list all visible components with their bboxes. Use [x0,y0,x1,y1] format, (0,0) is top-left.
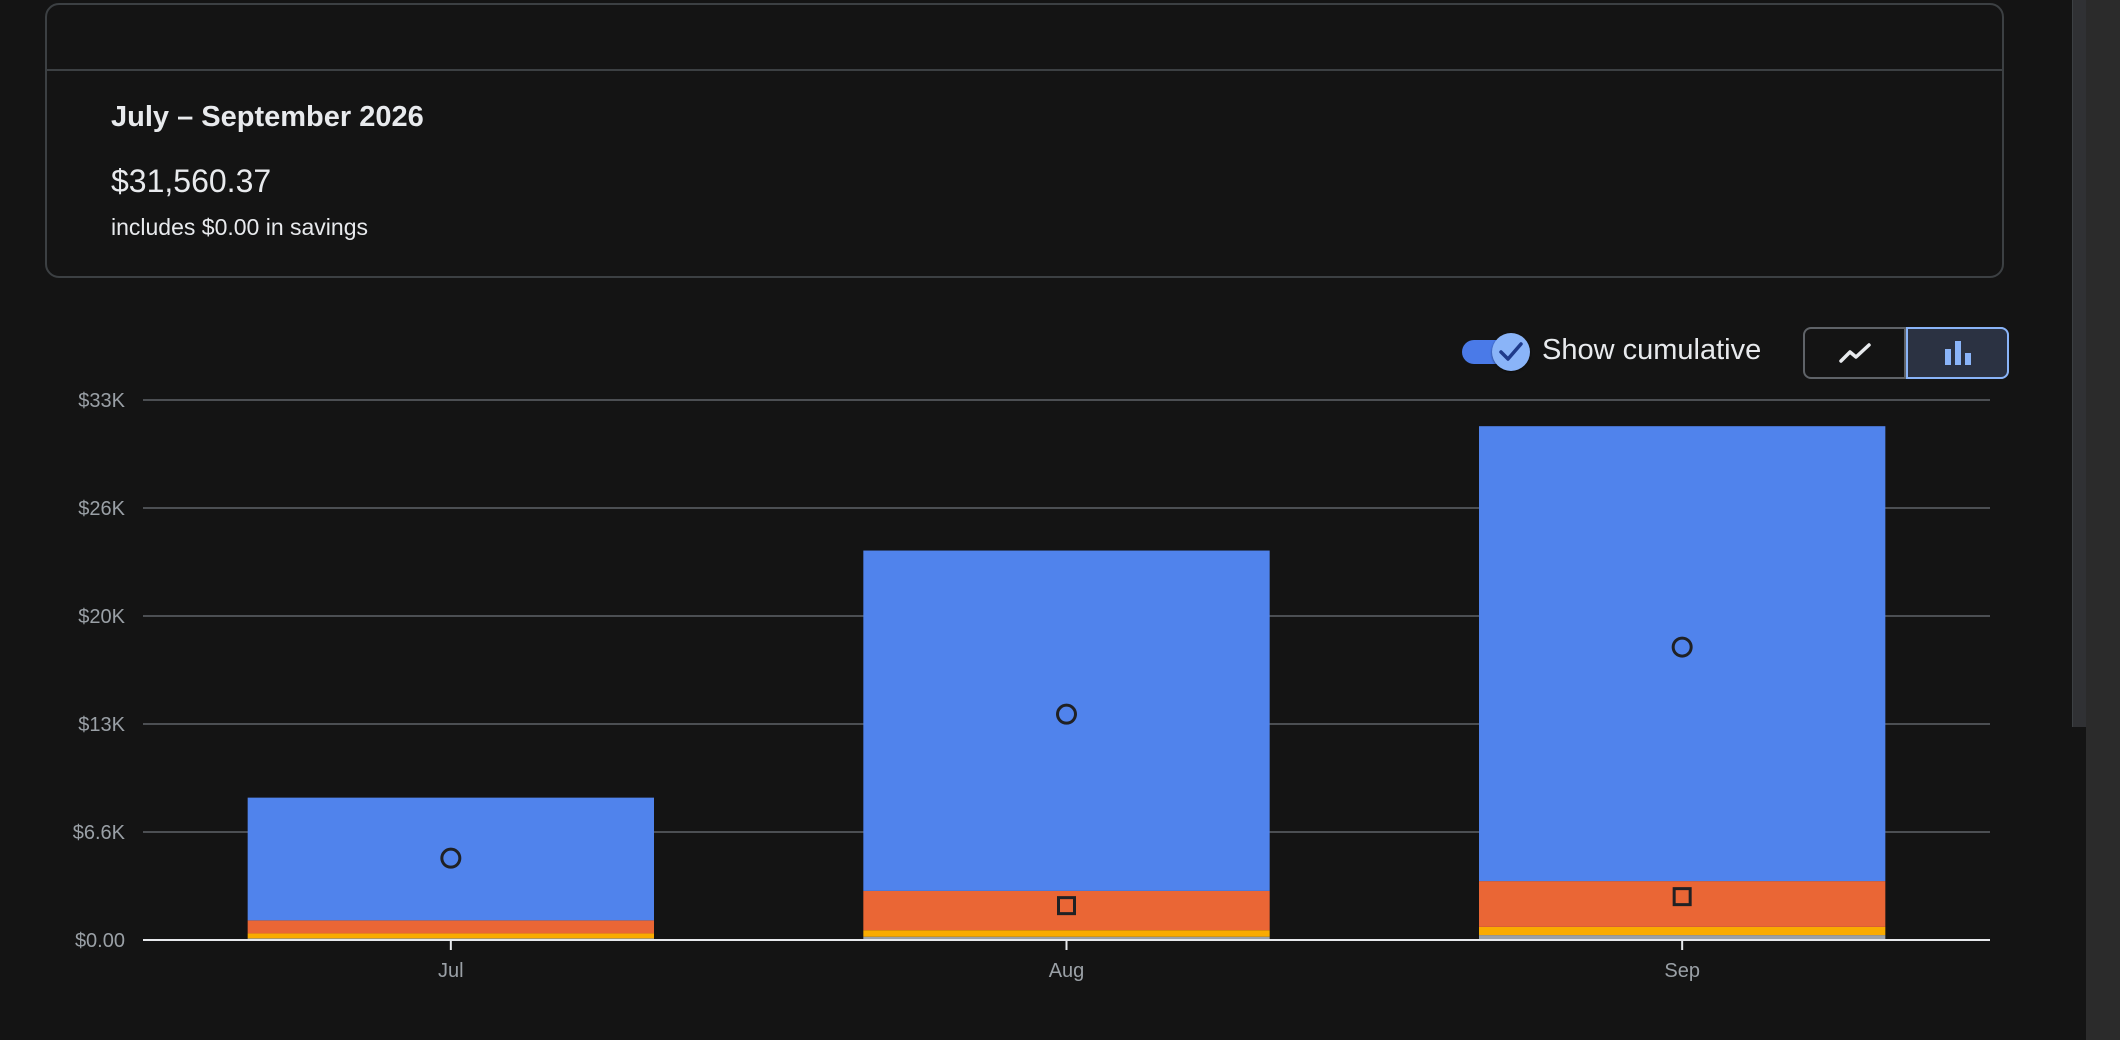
circle-marker [1671,636,1693,658]
y-tick-label: $13K [78,714,125,736]
y-tick-label: $26K [78,498,125,520]
scrollbar-thumb[interactable] [2072,0,2087,727]
square-marker [1672,887,1692,907]
cumulative-label: Show cumulative [1542,334,1762,366]
line-chart-icon [1838,343,1871,363]
bar-segment [863,936,1270,940]
y-tick-label: $20K [78,606,125,628]
x-tick-label: Jul [438,960,464,982]
x-tick-label: Aug [1049,960,1085,982]
line-chart-button[interactable] [1805,329,1906,377]
circle-marker [440,847,462,869]
savings-note: includes $0.00 in savings [111,214,368,240]
y-tick-label: $0.00 [75,930,125,952]
bar-segment [247,797,655,921]
square-marker [1057,896,1076,916]
total-amount: $31,560.37 [111,163,272,199]
y-tick-label: $6.6K [73,822,126,844]
toggle-thumb [1492,333,1530,371]
cost-bar-chart: $0.00 $6.6K $13K $20K $26K $33K Jul Aug Sep [73,390,1990,982]
bar-segment [247,933,655,939]
circle-marker [1056,703,1077,725]
bar-segment [1478,426,1886,882]
summary-body: July – September 2026 $31,560.37 include… [111,101,424,241]
period-title: July – September 2026 [111,101,424,133]
x-tick-label: Sep [1664,960,1700,982]
bar-segment [1478,926,1886,936]
checkmark-icon [1499,342,1523,361]
bar-segment [247,920,655,934]
chart-view-switch [1803,327,2009,379]
bar-chart-icon [1944,341,1971,365]
card-header [47,5,2002,71]
bar-chart-button[interactable] [1906,327,2009,379]
bar-segment [863,550,1270,891]
y-tick-label: $33K [78,390,125,412]
bar-segment [1478,935,1886,940]
summary-card: July – September 2026 $31,560.37 include… [45,3,2004,278]
cumulative-toggle[interactable] [1462,333,1532,371]
bar-segment [863,930,1270,937]
scrollbar-track[interactable] [2086,0,2120,1040]
